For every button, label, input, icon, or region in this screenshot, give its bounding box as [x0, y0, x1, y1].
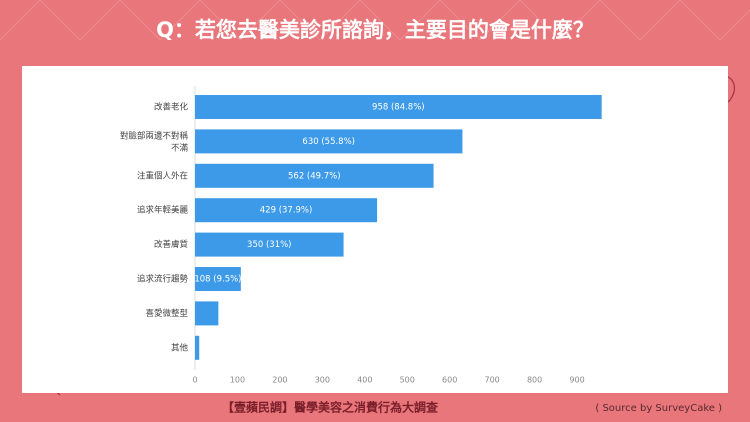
bar — [195, 267, 241, 291]
y-tick-label: 改善老化 — [154, 102, 189, 113]
x-tick-label: 900 — [569, 376, 584, 385]
x-tick-label: 100 — [230, 376, 245, 385]
chart-panel — [22, 66, 728, 393]
bar — [195, 335, 200, 360]
footer-title: 【壹蘋民調】醫學美容之消費行為大調查 — [222, 400, 439, 415]
x-tick-label: 200 — [272, 376, 287, 385]
bar — [195, 301, 219, 326]
y-tick-label: 喜愛微整型 — [145, 308, 188, 319]
data-label: 630 (55.8%) — [302, 137, 355, 147]
slide-title: Q：若您去醫美診所諮詢，主要目的會是什麼？ — [156, 18, 594, 42]
y-tick-label: 其他 — [171, 342, 189, 353]
data-label: 429 (37.9%) — [260, 206, 313, 216]
data-label: 350 (31%) — [247, 240, 291, 250]
x-tick-label: 600 — [442, 376, 457, 385]
y-tick-label: 對臉部兩邊不對稱不滿 — [120, 130, 189, 153]
source-note: ( Source by SurveyCake ) — [595, 403, 722, 414]
data-label: 108 (9.5%) — [194, 275, 241, 285]
y-tick-label: 追求年輕美麗 — [137, 205, 189, 216]
x-tick-label: 700 — [485, 376, 500, 385]
y-tick-label: 注重個人外在 — [137, 170, 188, 181]
x-tick-label: 400 — [357, 376, 372, 385]
x-tick-label: 500 — [400, 376, 415, 385]
pattern — [0, 0, 750, 41]
x-tick-label: 300 — [315, 376, 330, 385]
x-tick-label: 0 — [192, 376, 197, 385]
x-tick-label: 800 — [527, 376, 542, 385]
y-tick-label: 改善膚質 — [154, 239, 189, 250]
bar — [195, 232, 344, 257]
bar — [195, 129, 463, 154]
bar — [195, 163, 434, 188]
data-label: 562 (49.7%) — [288, 171, 341, 181]
y-tick-label: 追求流行趨勢 — [137, 274, 189, 285]
chart: 0 100 200 300 400 500 600 700 800 900 改善老化 958 (84.… — [120, 86, 602, 385]
bar — [195, 95, 602, 119]
data-label: 958 (84.8%) — [372, 103, 425, 113]
bar — [195, 198, 378, 223]
